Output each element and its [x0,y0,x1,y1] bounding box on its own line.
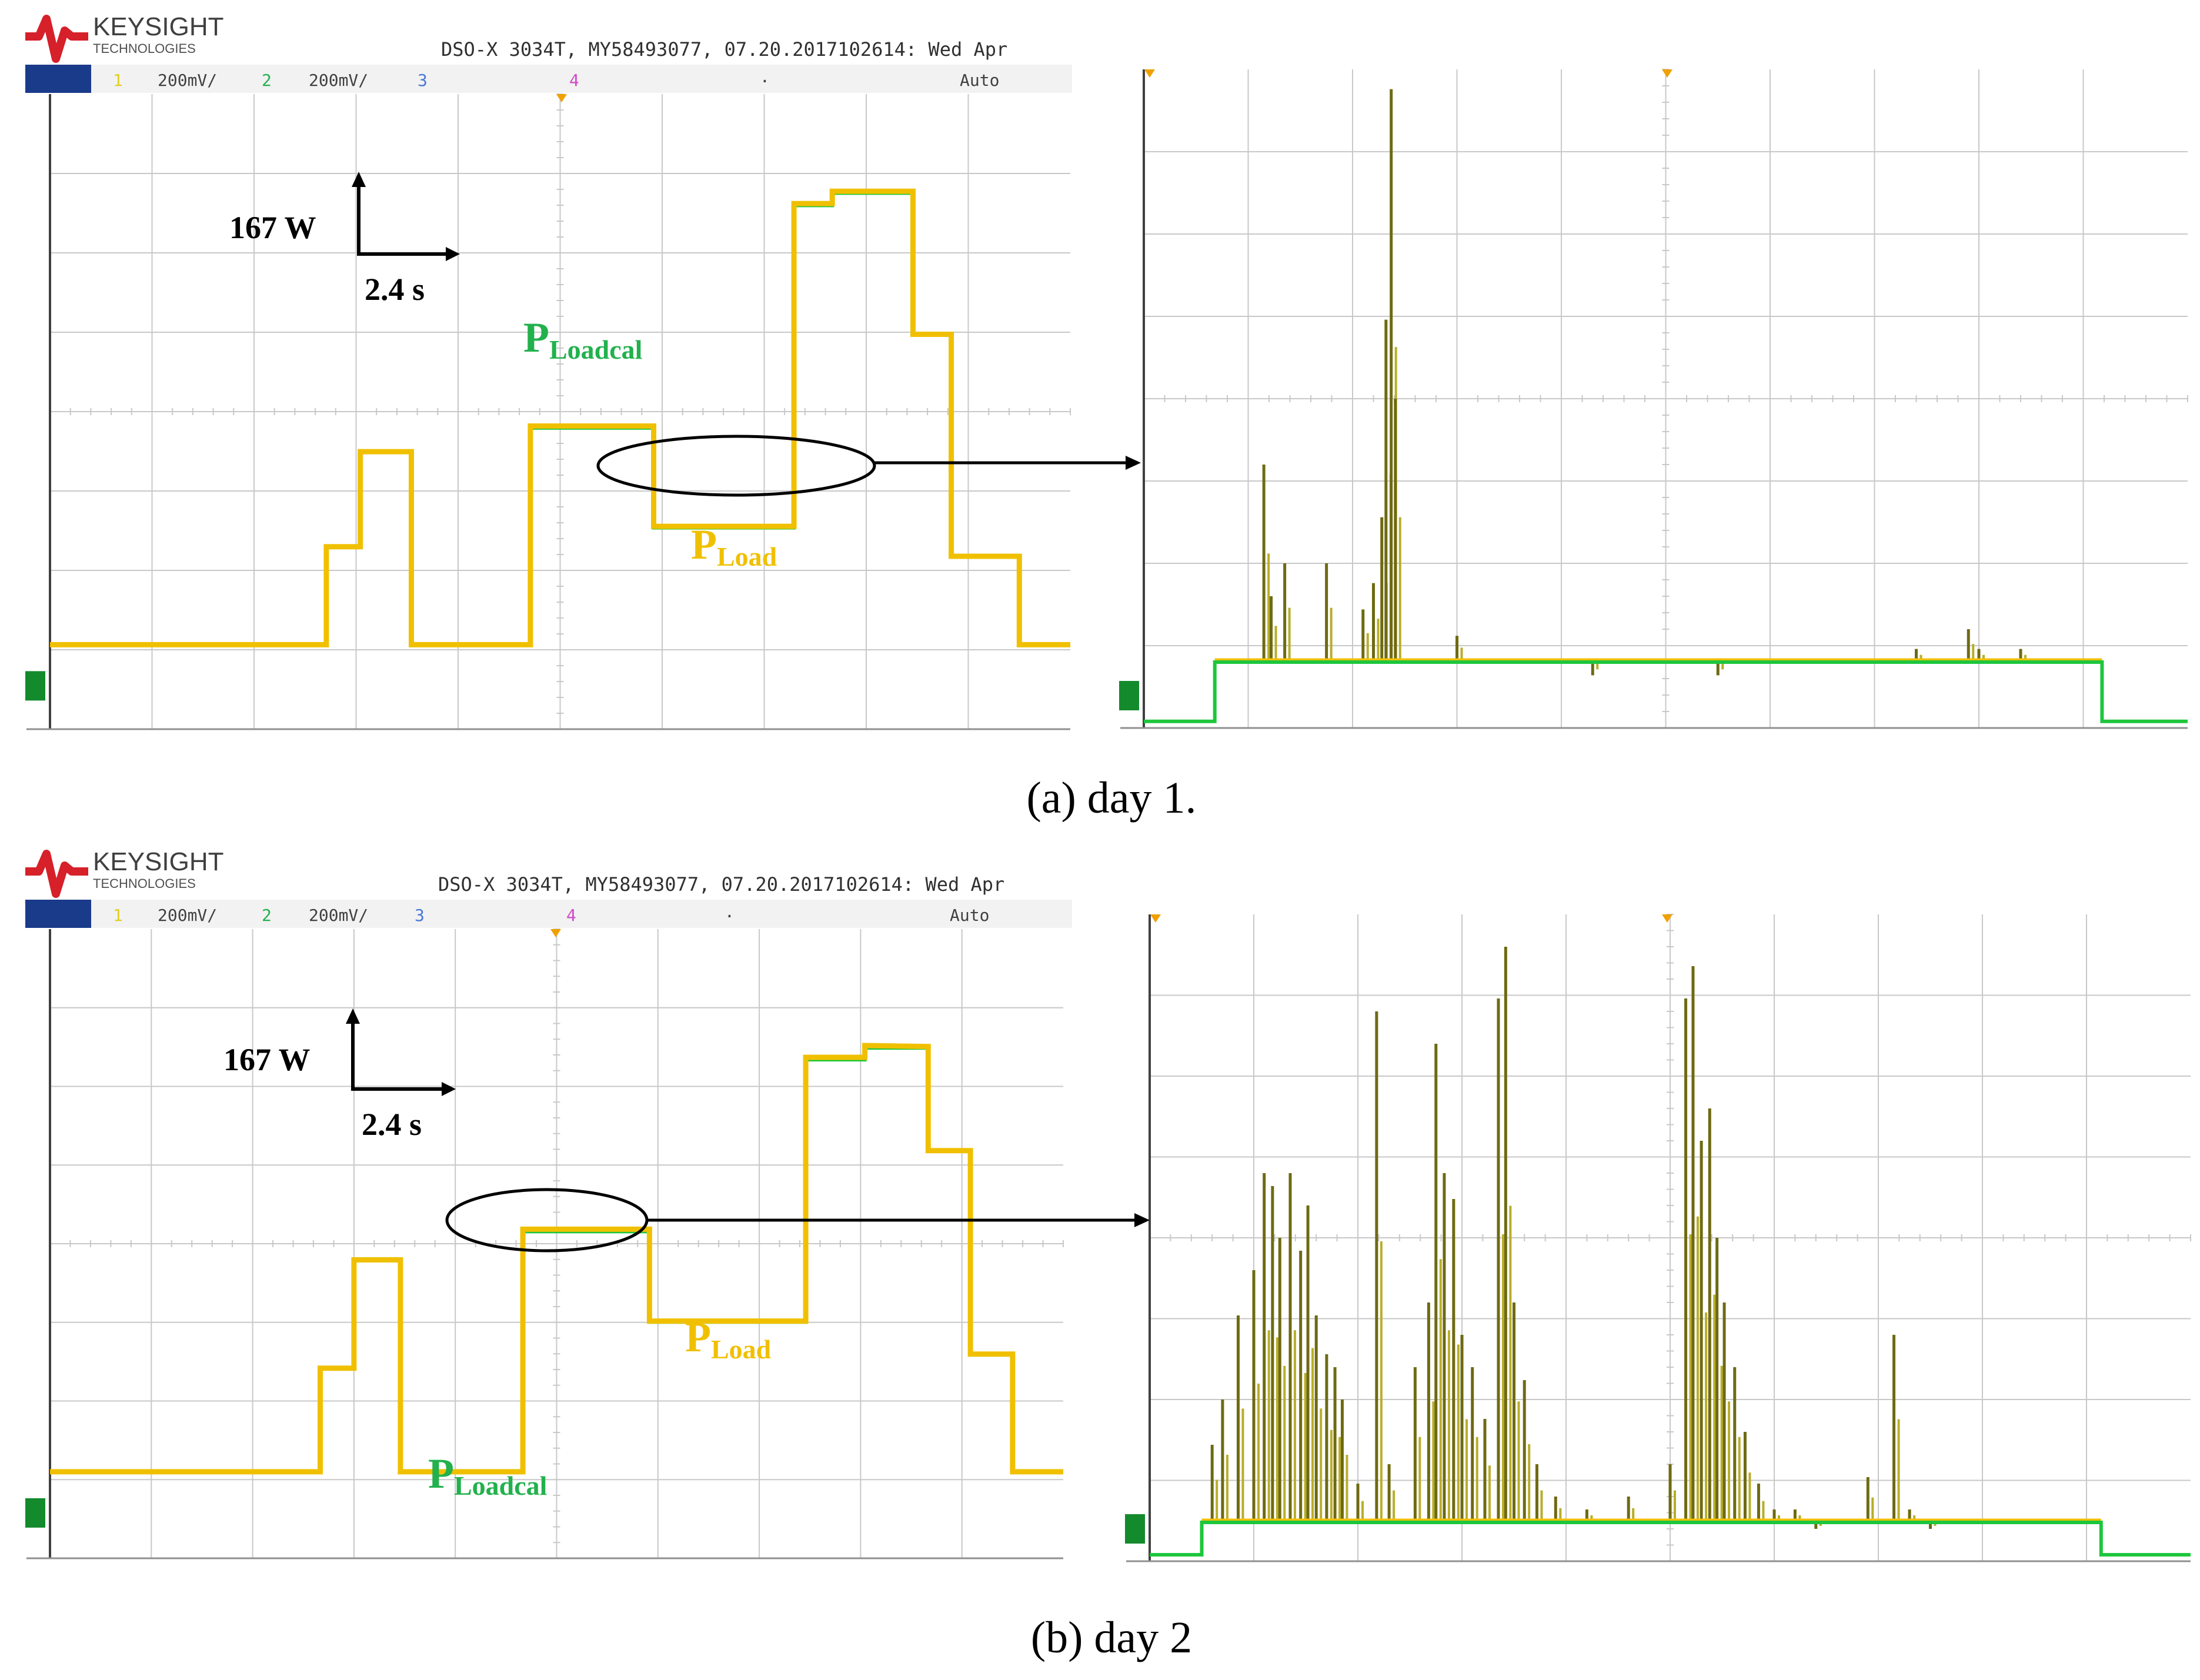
ch1-scale: 200mV/ [158,71,217,90]
trigger-marker-icon [550,929,561,937]
zoom-arrow-head-icon [1126,456,1141,470]
run-chip [25,900,91,928]
ch1-number: 1 [113,906,123,925]
annotations-day2: 167 W 2.4 s PLoad PLoadcal [223,1008,1150,1501]
brand-name: KEYSIGHT [93,12,224,41]
label-ploadcal: PLoadcal [428,1450,547,1501]
ch3-number: 3 [415,906,425,925]
dot-marker: . [760,67,770,86]
ground-marker-icon [1119,681,1139,710]
trigger-marker-icon [556,94,567,102]
ground-marker-icon [1125,1514,1145,1544]
trigger-marker-icon [1662,69,1672,78]
keysight-logo-icon [25,15,88,63]
trigger-mode: Auto [950,906,989,925]
model-info: DSO-X 3034T, MY58493077, 07.20.201710261… [441,38,1007,61]
channel-bar [25,900,1072,928]
scale-arrows-icon [352,172,460,261]
caption-day1: (a) day 1. [1026,773,1196,823]
brand-subtitle: TECHNOLOGIES [93,876,196,891]
scale-arrows-icon [346,1008,456,1096]
model-info: DSO-X 3034T, MY58493077, 07.20.201710261… [438,873,1004,896]
ch3-number: 3 [418,71,428,90]
label-pload: PLoad [691,521,777,572]
caption-day2: (b) day 2 [1031,1613,1192,1662]
scope-header-day1: KEYSIGHT TECHNOLOGIES DSO-X 3034T, MY584… [25,12,1072,93]
annotations-day1: 167 W 2.4 s PLoadcal PLoad [229,172,1141,572]
series-p-load [50,188,1070,647]
scope-zoom-day1 [1119,69,2188,729]
series-p-loadcal [1144,660,2188,723]
ground-marker-icon [25,671,45,701]
zoom-arrow-head-icon [1134,1213,1150,1227]
label-pload: PLoad [685,1314,772,1364]
scope-header-day2: KEYSIGHT TECHNOLOGIES DSO-X 3034T, MY584… [25,847,1072,928]
ch2-scale: 200mV/ [309,906,368,925]
ch2-scale: 200mV/ [309,71,368,90]
zoom-ellipse [596,435,876,497]
series-p-loadcal [1150,1521,2191,1557]
label-ploadcal: PLoadcal [523,314,642,365]
scale-time-label: 2.4 s [362,1107,422,1142]
keysight-logo-icon [25,850,88,898]
scale-power-label: 167 W [223,1042,311,1077]
trigger-marker-icon [1150,914,1161,923]
brand-subtitle: TECHNOLOGIES [93,41,196,56]
ground-marker-icon [25,1498,45,1528]
series-p-load [50,1043,1063,1475]
brand-name: KEYSIGHT [93,847,224,876]
scope-zoom-day2 [1125,914,2191,1562]
ch2-number: 2 [262,71,272,90]
run-chip [25,65,91,93]
trigger-marker-icon [1662,914,1672,923]
scope-main-day2 [25,928,1064,1559]
dot-marker: . [725,902,735,921]
ch1-scale: 200mV/ [158,906,217,925]
ch2-number: 2 [262,906,272,925]
scope-main-day1 [25,93,1071,730]
scale-time-label: 2.4 s [365,272,425,307]
ch1-number: 1 [113,71,123,90]
trigger-marker-icon [1144,69,1155,78]
channel-bar [25,65,1072,93]
ch4-number: 4 [569,71,579,90]
scale-power-label: 167 W [229,210,316,245]
ch4-number: 4 [566,906,576,925]
trigger-mode: Auto [960,71,999,90]
